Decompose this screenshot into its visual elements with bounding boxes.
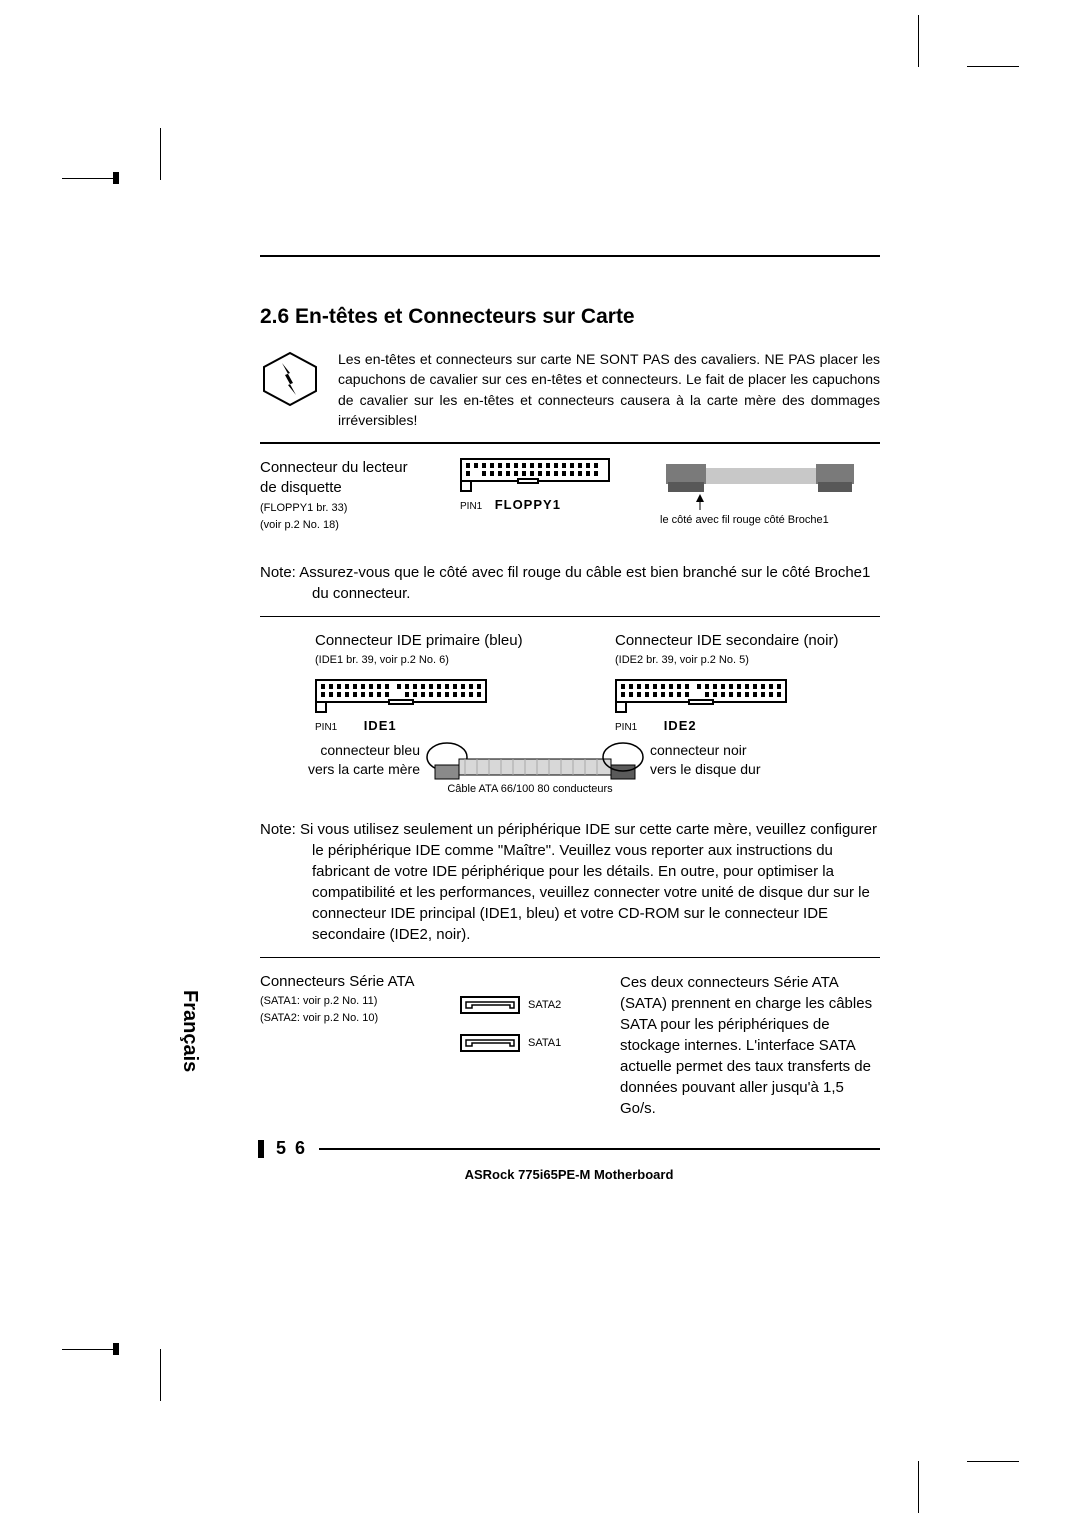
ide2-pin-label: PIN1 <box>615 722 637 733</box>
ide-secondary-title: Connecteur IDE secondaire (noir) <box>615 631 875 651</box>
footer-bar-icon <box>258 1140 264 1158</box>
floppy-photo-col: le côté avec fil rouge côté Broche1 <box>660 458 880 526</box>
cable-left-2: vers la carte mère <box>260 760 420 779</box>
warning-text: Les en-têtes et connecteurs sur carte NE… <box>338 349 880 430</box>
crop-mark <box>62 1349 114 1350</box>
footer-product: ASRock 775i65PE-M Motherboard <box>258 1167 880 1182</box>
floppy-label-col: Connecteur du lecteur de disquette (FLOP… <box>260 458 455 533</box>
separator <box>260 442 880 444</box>
floppy-connector-icon <box>460 458 610 494</box>
footer: 5 6 ASRock 775i65PE-M Motherboard <box>258 1138 880 1182</box>
crop-mark <box>62 178 114 179</box>
ide2-connector-icon <box>615 679 787 715</box>
sata-label-col: Connecteurs Série ATA (SATA1: voir p.2 N… <box>260 972 455 1027</box>
sata2-connector-icon <box>460 996 520 1014</box>
sata2-label: SATA2 <box>528 999 561 1011</box>
crop-tick <box>113 172 119 184</box>
sata-diagram-col: SATA2 SATA1 <box>460 996 561 1052</box>
footer-line: 5 6 <box>258 1138 880 1159</box>
page: Français 2.6 En-têtes et Connecteurs sur… <box>0 0 1080 1528</box>
cable-caption: Câble ATA 66/100 80 conducteurs <box>400 783 660 795</box>
cable-right-2: vers le disque dur <box>650 760 820 779</box>
crop-mark <box>967 1461 1019 1462</box>
floppy-photo-caption: le côté avec fil rouge côté Broche1 <box>660 514 880 526</box>
ide-secondary-sub: (IDE2 br. 39, voir p.2 No. 5) <box>615 653 875 668</box>
floppy-diagram-col: PIN1 FLOPPY1 <box>460 458 655 514</box>
ide-primary-sub: (IDE1 br. 39, voir p.2 No. 6) <box>315 653 575 668</box>
ide1-connector-icon <box>315 679 487 715</box>
sata1-connector-icon <box>460 1034 520 1052</box>
floppy-sub-2: (voir p.2 No. 18) <box>260 518 455 533</box>
ide2-name-label: IDE2 <box>664 718 697 733</box>
language-tab: Français <box>178 990 201 1072</box>
floppy-pin-label: PIN1 <box>460 501 482 512</box>
floppy-name-label: FLOPPY1 <box>495 497 561 512</box>
ide-cable-row: connecteur bleu vers la carte mère conne… <box>260 741 880 801</box>
crop-mark <box>967 66 1019 67</box>
ide-note-text: Note: Si vous utilisez seulement un péri… <box>260 819 880 945</box>
section-title: 2.6 En-têtes et Connecteurs sur Carte <box>260 305 880 329</box>
floppy-note-text: Note: Assurez-vous que le côté avec fil … <box>260 562 880 604</box>
ide-secondary-col: Connecteur IDE secondaire (noir) (IDE2 b… <box>615 631 875 735</box>
floppy-block: Connecteur du lecteur de disquette (FLOP… <box>260 458 880 550</box>
sata-title: Connecteurs Série ATA <box>260 972 455 992</box>
sata1-label: SATA1 <box>528 1037 561 1049</box>
ide-primary-title: Connecteur IDE primaire (bleu) <box>315 631 575 651</box>
crop-mark <box>160 128 161 180</box>
footer-rule <box>319 1148 880 1150</box>
ide-note: Note: Si vous utilisez seulement un péri… <box>260 819 880 945</box>
ide-cable-icon <box>425 741 645 785</box>
crop-mark <box>918 1461 919 1513</box>
separator <box>260 616 880 617</box>
warning-row: Les en-têtes et connecteurs sur carte NE… <box>260 349 880 430</box>
header-rule <box>260 255 880 257</box>
warning-icon <box>260 349 320 409</box>
cable-left-1: connecteur bleu <box>260 741 420 760</box>
ide-primary-col: Connecteur IDE primaire (bleu) (IDE1 br.… <box>315 631 575 735</box>
ide-row: Connecteur IDE primaire (bleu) (IDE1 br.… <box>260 631 880 735</box>
floppy-note: Note: Assurez-vous que le côté avec fil … <box>260 562 880 604</box>
crop-tick <box>113 1343 119 1355</box>
floppy-title-1: Connecteur du lecteur <box>260 458 455 478</box>
sata-sub-1: (SATA1: voir p.2 No. 11) <box>260 994 455 1009</box>
content-area: 2.6 En-têtes et Connecteurs sur Carte Le… <box>260 255 880 1172</box>
floppy-cable-photo <box>660 458 860 514</box>
ide1-name-label: IDE1 <box>364 718 397 733</box>
sata-desc: Ces deux connecteurs Série ATA (SATA) pr… <box>620 972 880 1119</box>
cable-right-1: connecteur noir <box>650 741 820 760</box>
ide1-pin-label: PIN1 <box>315 722 337 733</box>
sata-sub-2: (SATA2: voir p.2 No. 10) <box>260 1011 455 1026</box>
floppy-sub-1: (FLOPPY1 br. 33) <box>260 501 455 516</box>
crop-mark <box>160 1349 161 1401</box>
floppy-title-2: de disquette <box>260 478 455 498</box>
crop-mark <box>918 15 919 67</box>
separator <box>260 957 880 958</box>
page-number: 5 6 <box>276 1138 307 1159</box>
